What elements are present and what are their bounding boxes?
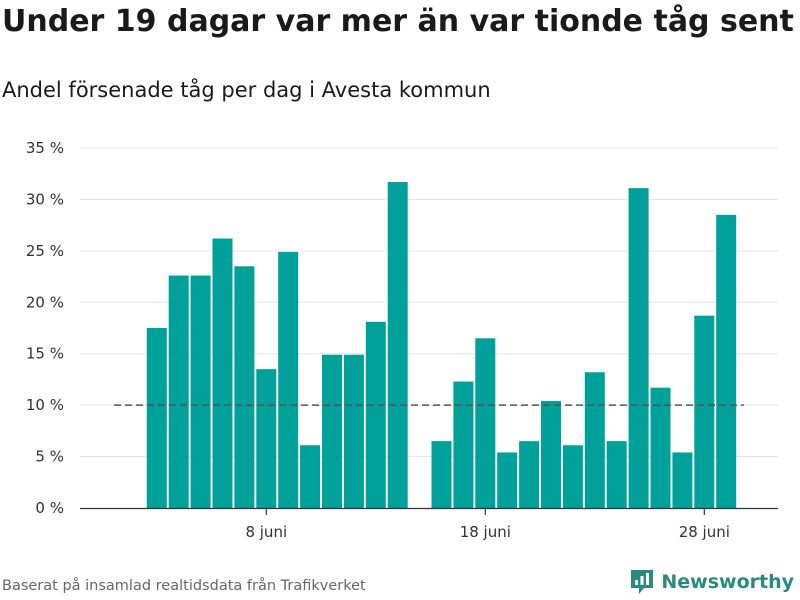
bar	[606, 441, 627, 508]
y-tick-label: 20 %	[26, 293, 64, 311]
x-tick-labels: 8 juni 18 juni 28 juni	[245, 523, 729, 541]
bar	[212, 238, 233, 508]
bar	[716, 214, 737, 508]
bar	[256, 369, 277, 508]
bar	[431, 441, 452, 508]
bar	[672, 452, 693, 508]
bar	[562, 445, 583, 508]
source-note: Baserat på insamlad realtidsdata från Tr…	[2, 578, 366, 594]
y-tick-label: 0 %	[35, 499, 64, 517]
bar	[190, 275, 211, 508]
bar	[584, 372, 605, 508]
bar	[234, 266, 255, 508]
y-tick-label: 35 %	[26, 139, 64, 157]
bar	[497, 452, 518, 508]
bar-chart: 0 % 5 % 10 % 15 % 20 % 25 % 30 % 35 % 8 juni 18 …	[26, 139, 778, 541]
axes	[80, 507, 778, 515]
chart-title: Under 19 dagar var mer än var tionde tåg…	[2, 4, 794, 39]
brand: Newsworthy	[629, 568, 794, 596]
newsworthy-logo-icon	[631, 570, 654, 594]
bar	[365, 321, 386, 508]
bar	[519, 441, 540, 508]
bar	[694, 315, 715, 508]
y-tick-labels: 0 % 5 % 10 % 15 % 20 % 25 % 30 % 35 %	[26, 139, 64, 517]
bar	[146, 328, 167, 508]
y-tick-label: 25 %	[26, 242, 64, 260]
bar	[300, 445, 321, 508]
x-tick-label: 28 juni	[679, 523, 730, 541]
bars	[146, 181, 737, 508]
y-tick-label: 5 %	[35, 448, 64, 466]
bar	[628, 188, 649, 508]
bar	[453, 381, 474, 508]
bar	[168, 275, 189, 508]
bar	[475, 338, 496, 508]
chart-subtitle: Andel försenade tåg per dag i Avesta kom…	[2, 78, 491, 102]
bar	[322, 354, 342, 508]
x-tick-label: 18 juni	[460, 523, 511, 541]
y-tick-label: 30 %	[26, 190, 64, 208]
bar	[343, 354, 364, 508]
bar	[278, 251, 299, 508]
y-tick-label: 10 %	[26, 396, 64, 414]
x-tick-label: 8 juni	[245, 523, 287, 541]
brand-name: Newsworthy	[661, 571, 794, 593]
bar	[387, 181, 408, 508]
bar	[541, 401, 561, 508]
bar	[650, 387, 671, 508]
y-tick-label: 15 %	[26, 345, 64, 363]
